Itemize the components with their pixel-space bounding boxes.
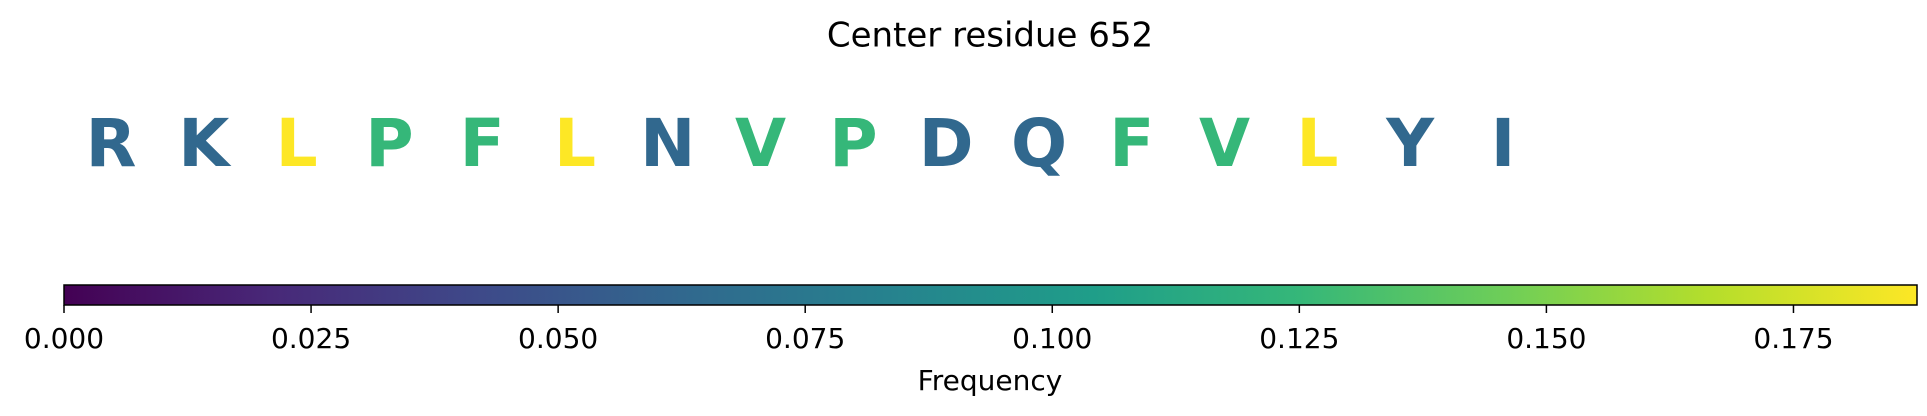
residue-letter: P [365, 105, 413, 182]
residue-letter: Q [1011, 105, 1067, 182]
residue-letter: D [919, 105, 974, 182]
x-tick-label: 0.125 [1259, 322, 1339, 355]
x-tick-label: 0.150 [1506, 322, 1586, 355]
residue-letter: Y [1385, 105, 1435, 182]
x-tick-label: 0.000 [24, 322, 104, 355]
residue-letter: K [178, 105, 232, 182]
residue-letter: P [829, 105, 877, 182]
x-tick-label: 0.050 [518, 322, 598, 355]
x-tick-label: 0.100 [1012, 322, 1092, 355]
residue-letter: V [1199, 105, 1250, 182]
residue-letter: F [460, 105, 505, 182]
colorbar [63, 284, 1918, 306]
residue-letter: F [1109, 105, 1154, 182]
residue-letter: L [1296, 105, 1338, 182]
x-axis-label: Frequency [918, 364, 1063, 397]
x-tick-label: 0.025 [271, 322, 351, 355]
x-tick-label: 0.175 [1753, 322, 1833, 355]
residue-letter: R [86, 105, 137, 182]
residue-letter: V [735, 105, 786, 182]
residue-letter: I [1491, 105, 1516, 182]
chart-title: Center residue 652 [827, 16, 1153, 56]
residue-letter: N [640, 105, 695, 182]
residue-letter: L [276, 105, 318, 182]
residue-letter: L [554, 105, 596, 182]
x-tick-label: 0.075 [765, 322, 845, 355]
